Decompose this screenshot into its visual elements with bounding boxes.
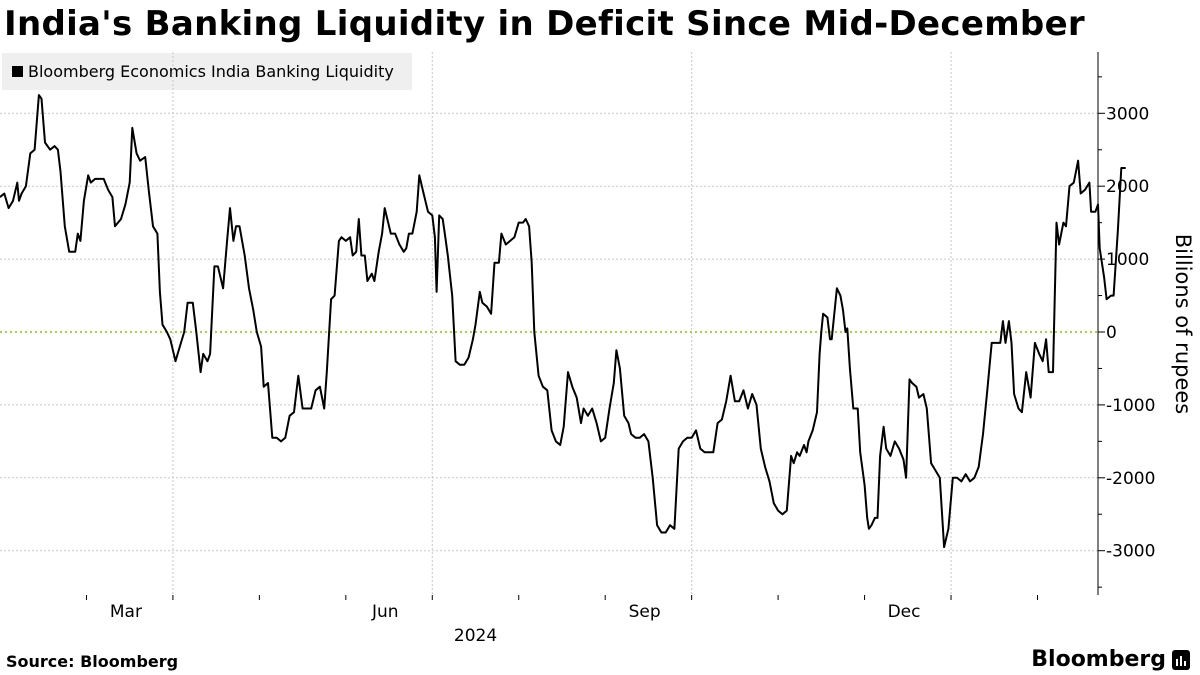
x-tick-label: Sep: [629, 602, 661, 622]
legend: Bloomberg Economics India Banking Liquid…: [2, 53, 412, 90]
y-tick-label: -1000: [1106, 396, 1155, 416]
series-line: [0, 94, 1126, 549]
x-tick-label: Mar: [110, 602, 142, 622]
y-tick-label: 0: [1106, 323, 1117, 343]
brand-wordmark: Bloomberg: [1031, 647, 1166, 672]
y-tick-label: 2000: [1106, 177, 1149, 197]
legend-label: Bloomberg Economics India Banking Liquid…: [28, 62, 394, 81]
bloomberg-terminal-icon: [1172, 650, 1190, 670]
y-tick-label: -2000: [1106, 469, 1155, 489]
x-tick-label: Dec: [888, 602, 921, 622]
y-tick-label: 3000: [1106, 104, 1149, 124]
x-tick-label: Jun: [371, 602, 399, 622]
source-note: Source: Bloomberg: [6, 652, 179, 671]
y-tick-label: -3000: [1106, 542, 1155, 562]
legend-swatch: [12, 66, 23, 77]
chart-title: India's Banking Liquidity in Deficit Sin…: [4, 4, 1085, 44]
y-tick-label: 1000: [1106, 250, 1149, 270]
x-year-label: 2024: [454, 626, 497, 646]
y-axis-title: Billions of rupees: [1171, 234, 1195, 415]
